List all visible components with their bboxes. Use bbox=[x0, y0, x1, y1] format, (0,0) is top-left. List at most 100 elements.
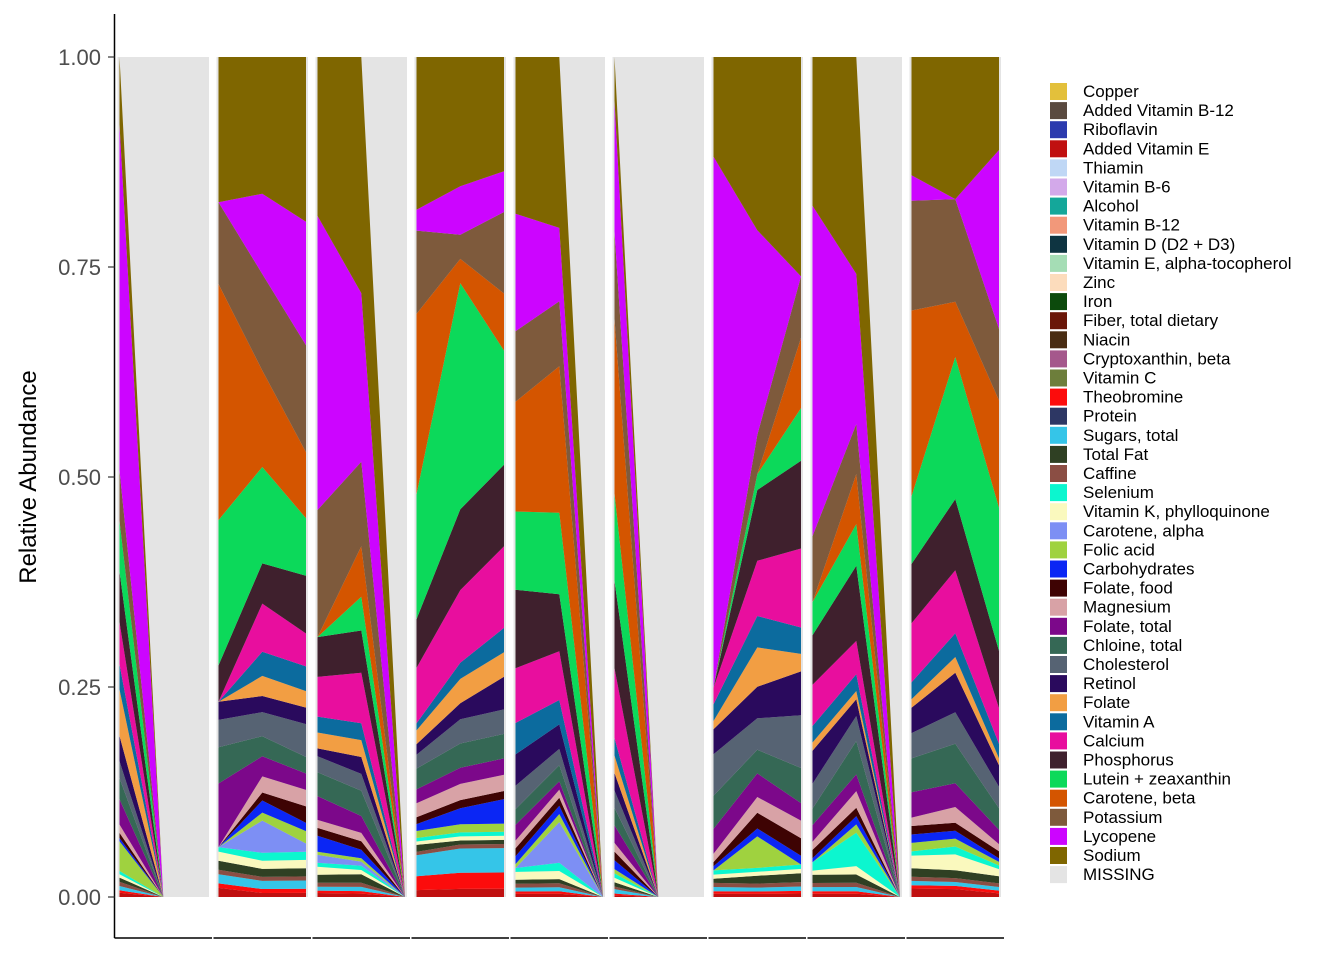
area-retinol bbox=[416, 676, 504, 755]
area-phosphorus bbox=[911, 499, 999, 709]
legend-label: Niacin bbox=[1083, 330, 1130, 349]
area-lycopene bbox=[119, 124, 207, 897]
legend-label: Vitamin B-12 bbox=[1083, 216, 1180, 235]
area-sugars-total bbox=[812, 887, 900, 897]
area-sodium bbox=[812, 57, 900, 897]
area-sugars-total bbox=[119, 886, 207, 897]
area-phosphorus bbox=[416, 464, 504, 668]
area-vitamin-a bbox=[713, 616, 801, 721]
area-magnesium bbox=[218, 776, 306, 848]
legend-swatch bbox=[1050, 445, 1067, 463]
y-axis: 0.00 0.25 0.50 0.75 1.00 Relative Abunda… bbox=[15, 14, 116, 938]
area-carotene-alpha bbox=[317, 854, 405, 897]
area-chloine-total bbox=[317, 772, 405, 897]
legend-label: Cholesterol bbox=[1083, 655, 1169, 674]
legend-swatch bbox=[1050, 713, 1067, 731]
legend-swatch bbox=[1050, 675, 1067, 693]
area-theobromine bbox=[416, 872, 504, 891]
legend-swatch bbox=[1050, 522, 1067, 540]
legend-item: Magnesium bbox=[1050, 598, 1171, 617]
legend-swatch bbox=[1050, 426, 1067, 444]
legend-swatch bbox=[1050, 388, 1067, 406]
area-added-vitamin-e bbox=[218, 887, 306, 897]
y-tick-label: 1.00 bbox=[58, 45, 101, 70]
area-chloine-total bbox=[416, 733, 504, 790]
panel-7 bbox=[711, 57, 803, 897]
area-carotene-alpha bbox=[218, 820, 306, 853]
legend-item: Sodium bbox=[1050, 846, 1141, 865]
area-total-fat bbox=[911, 868, 999, 884]
legend-swatch bbox=[1050, 407, 1067, 425]
legend-swatch bbox=[1050, 121, 1067, 139]
area-added-vitamin-e bbox=[416, 888, 504, 897]
legend-label: Vitamin D (D2 + D3) bbox=[1083, 235, 1235, 254]
area-lycopene bbox=[317, 215, 405, 897]
area-folic-acid bbox=[416, 823, 504, 838]
legend-swatch bbox=[1050, 102, 1067, 120]
legend-item: Cholesterol bbox=[1050, 655, 1169, 674]
legend-item: Potassium bbox=[1050, 808, 1162, 827]
legend-label: Sodium bbox=[1083, 846, 1141, 865]
area-sodium bbox=[317, 57, 405, 897]
legend-item: Chloine, total bbox=[1050, 636, 1182, 655]
area-folate-food bbox=[218, 792, 306, 848]
y-axis-title: Relative Abundance bbox=[15, 370, 42, 584]
area-calcium bbox=[614, 668, 702, 897]
area-folate-total bbox=[119, 799, 207, 897]
area-vitamin-a bbox=[218, 651, 306, 702]
legend-item: Iron bbox=[1050, 292, 1112, 311]
legend-label: Phosphorus bbox=[1083, 751, 1174, 770]
panel-3 bbox=[315, 57, 407, 897]
legend-label: Folic acid bbox=[1083, 540, 1155, 559]
area-carotene-beta bbox=[416, 258, 504, 495]
area-calcium bbox=[416, 546, 504, 724]
legend-item: Folic acid bbox=[1050, 540, 1155, 559]
area-sugars-total bbox=[911, 880, 999, 891]
area-selenium bbox=[614, 873, 702, 897]
legend-swatch bbox=[1050, 235, 1067, 253]
legend-swatch bbox=[1050, 331, 1067, 349]
area-caffine bbox=[317, 882, 405, 897]
area-caffine bbox=[416, 844, 504, 856]
legend-swatch bbox=[1050, 751, 1067, 769]
area-magnesium bbox=[416, 774, 504, 818]
legend-item: Carotene, alpha bbox=[1050, 521, 1205, 540]
area-folate bbox=[119, 689, 207, 897]
legend-label: Chloine, total bbox=[1083, 636, 1182, 655]
panel-4 bbox=[414, 57, 506, 897]
legend-item: Phosphorus bbox=[1050, 751, 1174, 770]
legend-label: Carbohydrates bbox=[1083, 560, 1195, 579]
area-vitamin-a bbox=[515, 700, 603, 897]
legend-item: Vitamin K, phylloquinone bbox=[1050, 502, 1270, 521]
legend-label: Theobromine bbox=[1083, 388, 1183, 407]
legend-swatch bbox=[1050, 541, 1067, 559]
legend-item: Riboflavin bbox=[1050, 120, 1158, 139]
panels-layer bbox=[117, 57, 1001, 898]
area-cholesterol bbox=[317, 756, 405, 897]
legend-item: Thiamin bbox=[1050, 158, 1143, 177]
panel-1 bbox=[117, 57, 209, 897]
area-sodium bbox=[515, 57, 603, 897]
area-phosphorus bbox=[614, 580, 702, 897]
area-total-fat bbox=[416, 839, 504, 852]
area-potassium bbox=[515, 301, 603, 897]
y-tick-label: 0.00 bbox=[58, 885, 101, 910]
legend-label: Magnesium bbox=[1083, 598, 1171, 617]
area-folate-food bbox=[911, 822, 999, 859]
area-folate-food bbox=[614, 851, 702, 897]
area-potassium bbox=[218, 202, 306, 453]
area-carbohydrates bbox=[218, 800, 306, 848]
legend-label: Zinc bbox=[1083, 273, 1116, 292]
area-caffine bbox=[119, 881, 207, 897]
area-sodium bbox=[911, 57, 999, 200]
legend-item: MISSING bbox=[1050, 865, 1155, 884]
area-folate-food bbox=[812, 807, 900, 897]
legend-swatch bbox=[1050, 254, 1067, 272]
legend-label: Riboflavin bbox=[1083, 120, 1158, 139]
legend-item: Retinol bbox=[1050, 674, 1136, 693]
area-theobromine bbox=[614, 893, 702, 897]
area-calcium bbox=[911, 570, 999, 744]
legend-swatch bbox=[1050, 274, 1067, 291]
legend-label: Lycopene bbox=[1083, 827, 1156, 846]
